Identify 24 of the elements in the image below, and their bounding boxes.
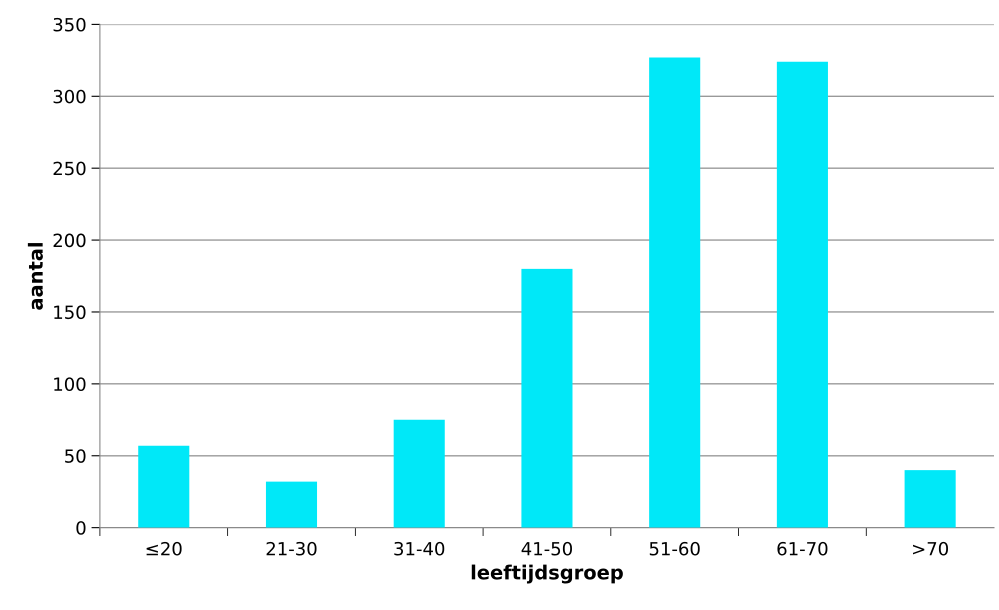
bar: [776, 62, 828, 528]
x-tick-label: 31-40: [394, 542, 444, 556]
x-axis-title: leeftijdsgroep: [472, 564, 623, 584]
bar: [904, 470, 956, 528]
y-tick-label: 100: [54, 377, 86, 391]
bar: [521, 268, 572, 528]
y-tick-label: 200: [54, 234, 86, 248]
x-tick-label: 51-60: [650, 542, 700, 556]
y-tick-label: 300: [54, 90, 86, 104]
y-tick-label: 0: [76, 521, 86, 535]
y-tick-label: 350: [54, 18, 86, 32]
bar: [266, 482, 318, 528]
bar: [649, 57, 700, 528]
y-tick-label: 150: [54, 305, 86, 320]
x-tick-label: 41-50: [522, 542, 572, 556]
bar: [138, 446, 190, 528]
x-tick-label: 21-30: [266, 542, 317, 556]
x-tick-label: 61-70: [777, 542, 828, 556]
y-tick-label: 250: [54, 162, 86, 176]
x-tick-label: >70: [913, 542, 948, 556]
bar: [394, 420, 445, 528]
x-tick-label: ≤20: [146, 542, 182, 556]
y-tick-label: 50: [65, 449, 86, 463]
y-axis-title: aantal: [28, 243, 43, 310]
